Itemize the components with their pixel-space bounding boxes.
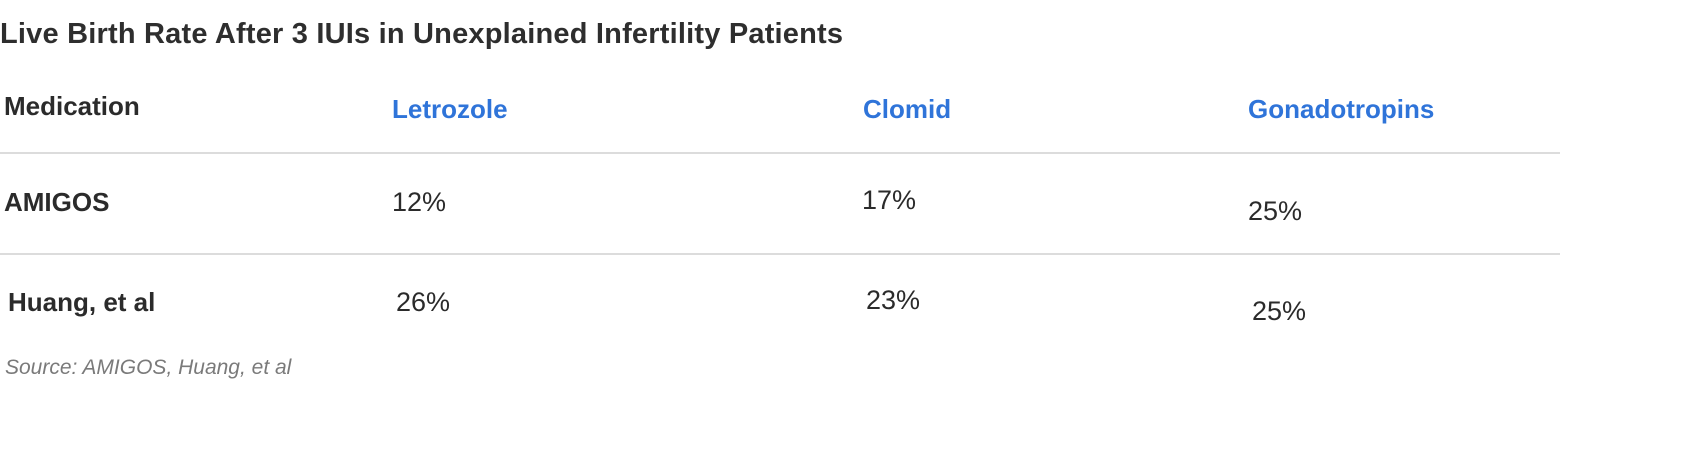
table-row: Huang, et al 26% 23% 25% [0, 255, 1560, 343]
cell-amigos-clomid: 17% [862, 185, 917, 215]
row-divider [0, 152, 1560, 154]
cell-huang-clomid: 23% [866, 285, 921, 315]
header-gonadotropins: Gonadotropins [1248, 94, 1435, 124]
cell-amigos-letrozole: 12% [392, 187, 447, 217]
row-label-amigos: AMIGOS [4, 187, 110, 217]
table-header-row: Medication Letrozole Clomid Gonadotropin… [0, 85, 1560, 153]
cell-huang-letrozole: 26% [396, 287, 451, 317]
header-letrozole: Letrozole [392, 94, 508, 124]
table-title: Live Birth Rate After 3 IUIs in Unexplai… [0, 18, 844, 50]
cell-amigos-gonadotropins: 25% [1248, 196, 1303, 226]
header-clomid: Clomid [863, 94, 952, 124]
row-divider [0, 253, 1560, 255]
source-note: Source: AMIGOS, Huang, et al [5, 356, 292, 379]
header-medication: Medication [4, 91, 140, 121]
row-label-huang: Huang, et al [8, 287, 156, 317]
cell-huang-gonadotropins: 25% [1252, 296, 1307, 326]
table-row: AMIGOS 12% 17% 25% [0, 155, 1560, 253]
